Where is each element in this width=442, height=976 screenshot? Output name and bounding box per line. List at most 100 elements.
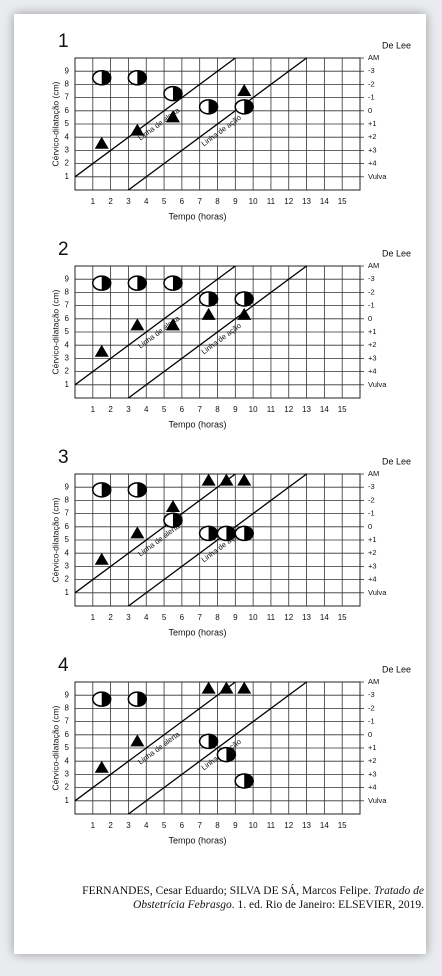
descent-marker [198,525,219,542]
dilation-marker [201,473,216,486]
caption-edition: . 1. ed. Rio de Janeiro: ELSEVIER, 2019. [231,899,424,911]
marker-half [208,292,218,306]
dilation-marker [165,318,180,331]
dilation-marker [219,473,234,486]
y2-tick-label: +3 [368,769,377,778]
dilation-marker [219,681,234,694]
y2-tick-label: -3 [368,66,375,75]
y2-tick-label: +2 [368,548,377,557]
y-tick-label: 3 [65,770,70,779]
x-tick-label: 2 [108,405,113,414]
x-tick-label: 11 [267,821,276,830]
y2-axis-title: De Lee [382,248,411,258]
x-tick-label: 5 [162,821,167,830]
reference-line [128,265,307,399]
caption-authors: FERNANDES, Cesar Eduardo; SILVA DE SÁ, M… [82,885,371,897]
x-tick-label: 8 [215,197,220,206]
dilation-marker [94,344,109,357]
y-axis-title: Cérvico-dilatação (cm) [50,705,60,790]
x-tick-label: 11 [267,405,276,414]
y-tick-label: 3 [65,354,70,363]
y2-tick-label: AM [368,261,379,270]
dilation-marker [130,734,145,747]
y-tick-label: 3 [65,562,70,571]
x-tick-label: 15 [338,405,347,414]
y-tick-label: 4 [65,548,70,557]
y-tick-label: 1 [65,588,70,597]
y2-tick-label: +1 [368,119,377,128]
y2-tick-label: -1 [368,509,375,518]
marker-half [137,70,147,85]
x-tick-label: 15 [338,613,347,622]
reference-line [74,265,236,386]
x-tick-label: 8 [215,405,220,414]
x-tick-label: 7 [197,613,202,622]
chart-number: 3 [58,447,69,468]
y2-tick-label: -2 [368,79,375,88]
x-axis-title: Tempo (horas) [168,627,226,637]
y-tick-label: 4 [65,132,70,141]
descent-marker [198,99,219,115]
dilation-marker [201,681,216,694]
marker-half [101,276,111,291]
marker-half [172,276,182,291]
y2-tick-label: -2 [368,287,375,296]
x-tick-label: 5 [162,613,167,622]
marker-half [226,526,236,541]
y2-tick-label: +1 [368,535,377,544]
x-tick-label: 13 [302,197,311,206]
x-tick-label: 9 [233,197,238,206]
descent-marker [163,512,183,528]
x-tick-label: 7 [197,405,202,414]
dilation-marker [237,84,252,96]
descent-marker [91,482,112,498]
marker-half [226,747,236,762]
y-tick-label: 9 [65,690,70,699]
y-tick-label: 5 [65,743,70,752]
x-tick-label: 14 [320,821,329,830]
y-tick-label: 4 [65,756,70,765]
y-axis-title: Cérvico-dilatação (cm) [50,81,60,166]
y2-tick-label: Vulva [368,588,387,597]
x-tick-label: 7 [197,821,202,830]
y2-tick-label: +3 [368,561,377,570]
dilation-marker [237,307,252,320]
y2-tick-label: AM [368,53,379,62]
y2-tick-label: -3 [368,274,375,283]
y-tick-label: 2 [65,159,70,168]
y-tick-label: 1 [65,796,70,805]
x-tick-label: 10 [249,405,258,414]
dilation-marker [94,552,109,565]
marker-half [244,292,254,306]
x-tick-label: 13 [302,821,311,830]
y-tick-label: 1 [65,172,70,181]
y-tick-label: 3 [65,146,70,155]
y-axis-title: Cérvico-dilatação (cm) [50,497,60,582]
dilation-marker [237,473,252,486]
y2-axis-title: De Lee [382,664,411,674]
y2-tick-label: 0 [368,106,372,115]
descent-marker [216,525,237,542]
x-tick-label: 1 [91,405,96,414]
x-tick-label: 1 [91,821,96,830]
y-tick-label: 8 [65,496,70,505]
descent-marker [127,482,148,498]
x-tick-label: 12 [284,613,293,622]
descent-marker [234,291,254,307]
x-tick-label: 6 [180,613,185,622]
dilation-marker [130,318,145,331]
reference-line [74,681,236,802]
descent-marker [91,275,112,291]
x-tick-label: 3 [126,613,131,622]
x-tick-label: 3 [126,197,131,206]
y-tick-label: 6 [65,730,70,739]
y2-tick-label: -2 [368,703,375,712]
marker-half [137,482,147,497]
x-tick-label: 14 [320,613,329,622]
x-tick-label: 1 [91,197,96,206]
y-tick-label: 6 [65,522,70,531]
dilation-marker [130,123,145,136]
y-tick-label: 5 [65,327,70,336]
x-tick-label: 15 [338,197,347,206]
